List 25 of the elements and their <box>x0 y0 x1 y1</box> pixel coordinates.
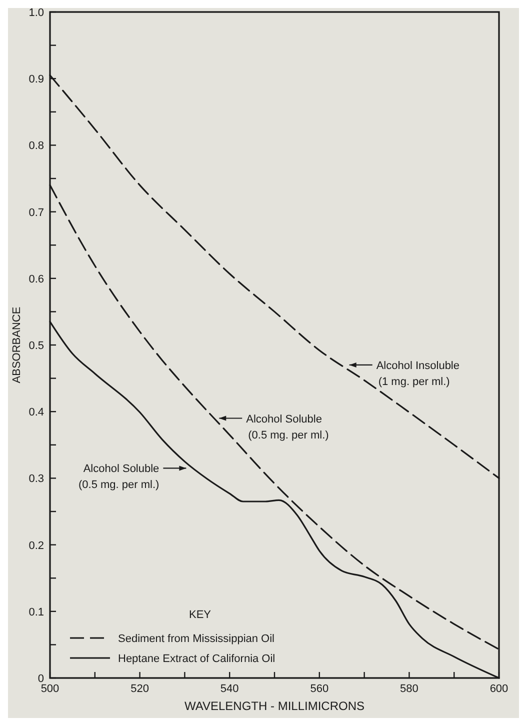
x-tick-label: 600 <box>490 683 508 695</box>
y-tick-label: 0.2 <box>28 540 44 552</box>
y-tick-label: 0.8 <box>28 140 44 152</box>
y-tick-label: 0.7 <box>28 206 44 219</box>
y-tick-label: 0 <box>38 673 44 685</box>
y-tick-label: 0.4 <box>28 406 44 419</box>
legend-label: Heptane Extract of California Oil <box>118 653 276 665</box>
y-axis-title: ABSORBANCE <box>11 306 23 384</box>
annotation: Alcohol Soluble (0.5 mg. per ml.) <box>78 463 160 492</box>
y-tick-label: 0.1 <box>28 606 44 618</box>
x-tick-label: 520 <box>130 683 149 695</box>
x-axis-title: WAVELENGTH - MILLIMICRONS <box>184 699 365 713</box>
y-tick-label: 0.5 <box>28 340 44 352</box>
x-tick-label: 540 <box>220 683 239 695</box>
y-tick-label: 1.0 <box>28 7 44 19</box>
y-tick-label: 0.3 <box>28 473 44 486</box>
legend-title: KEY <box>188 609 212 621</box>
legend-label: Sediment from Mississippian Oil <box>118 633 274 645</box>
annotation: Alcohol Insoluble (1 mg. per ml.) <box>376 360 460 388</box>
annotation: Alcohol Soluble (0.5 mg. per ml.) <box>246 413 329 442</box>
y-tick-label: 0.6 <box>28 273 44 286</box>
x-tick-label: 580 <box>400 683 418 695</box>
y-tick-label: 0.9 <box>28 74 44 86</box>
x-tick-label: 500 <box>40 683 60 695</box>
x-tick-label: 560 <box>310 683 329 695</box>
